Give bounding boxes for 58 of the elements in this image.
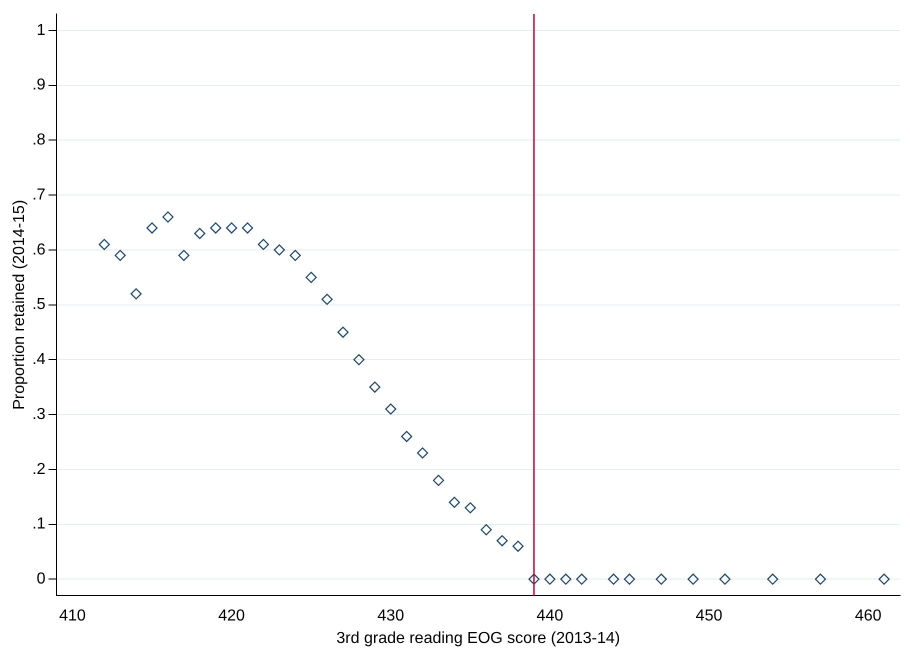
y-axis-title: Proportion retained (2014-15)	[11, 200, 28, 410]
point	[258, 238, 270, 250]
x-tick-label: 450	[696, 608, 722, 625]
point	[814, 574, 826, 585]
point	[337, 326, 349, 338]
point	[369, 382, 380, 393]
point	[688, 574, 699, 585]
point	[162, 211, 174, 223]
x-tick-label: 440	[536, 608, 564, 625]
point	[274, 244, 285, 256]
y-tick-label: .7	[32, 186, 46, 204]
point	[624, 574, 636, 585]
point	[98, 238, 110, 250]
x-tick-label: 430	[377, 608, 404, 625]
point	[130, 288, 142, 300]
point	[226, 222, 238, 234]
point	[385, 403, 396, 415]
point	[878, 574, 890, 585]
y-tick-label: .4	[32, 351, 46, 368]
y-tick-label: 1	[36, 22, 46, 39]
point	[608, 574, 620, 585]
point	[528, 574, 540, 585]
y-tick-label: .8	[32, 132, 46, 149]
point	[401, 430, 412, 442]
point	[194, 228, 206, 240]
point	[416, 447, 428, 459]
point	[576, 574, 588, 585]
point	[656, 574, 667, 585]
point	[512, 540, 524, 552]
point	[496, 535, 508, 546]
y-tick-label: .5	[32, 296, 46, 314]
point	[464, 502, 476, 514]
point	[767, 574, 778, 585]
y-tick-label: .6	[32, 241, 46, 258]
y-tick-label: .9	[32, 76, 46, 94]
point	[560, 574, 572, 585]
point	[290, 250, 301, 262]
point	[242, 222, 254, 234]
point	[480, 524, 492, 536]
point	[719, 574, 731, 585]
point	[114, 250, 126, 262]
point	[178, 250, 190, 262]
point	[306, 272, 317, 283]
x-tick-label: 410	[59, 608, 86, 625]
point	[544, 574, 556, 585]
y-tick-label: .2	[32, 460, 46, 478]
x-tick-label: 460	[854, 608, 882, 625]
point	[210, 222, 222, 234]
point	[353, 354, 365, 366]
point	[146, 222, 158, 234]
point	[321, 294, 333, 305]
x-axis-title: 3rd grade reading EOG score (2013-14)	[336, 630, 620, 647]
point	[448, 496, 460, 508]
y-tick-label: 0	[36, 570, 46, 588]
y-tick-label: .3	[32, 406, 46, 423]
x-tick-label: 420	[218, 608, 246, 625]
point	[432, 474, 444, 486]
y-tick-label: .1	[32, 516, 46, 533]
